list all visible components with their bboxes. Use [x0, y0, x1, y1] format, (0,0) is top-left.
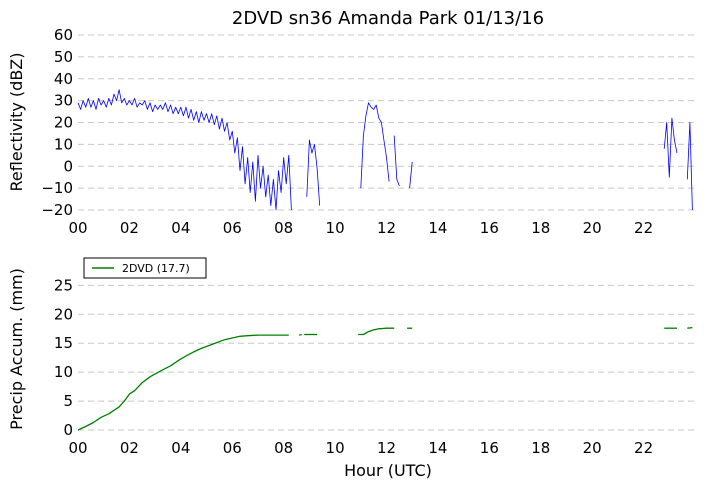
- precip-x-tick-label: 02: [120, 439, 139, 457]
- precip-y-tick-label: 10: [54, 363, 73, 381]
- precip-x-tick-label: 00: [68, 439, 87, 457]
- precip-y-tick-label: 15: [54, 334, 73, 352]
- precip-series-line: [358, 327, 395, 336]
- reflectivity-y-tick-label: 0: [63, 157, 73, 175]
- reflectivity-series-line: [663, 117, 678, 178]
- reflectivity-x-tick-label: 10: [326, 219, 345, 237]
- precip-x-tick-label: 12: [377, 439, 396, 457]
- legend-label: 2DVD (17.7): [122, 262, 190, 275]
- reflectivity-x-tick-label: 04: [171, 219, 190, 237]
- precip-x-tick-label: 20: [583, 439, 602, 457]
- reflectivity-y-tick-label: 50: [54, 48, 73, 66]
- precip-y-axis-label: Precip Accum. (mm): [7, 268, 26, 430]
- precip-x-tick-label: 18: [531, 439, 550, 457]
- x-axis-label: Hour (UTC): [344, 461, 432, 480]
- reflectivity-x-tick-label: 20: [583, 219, 602, 237]
- reflectivity-x-tick-label: 08: [274, 219, 293, 237]
- precip-y-tick-label: 5: [63, 392, 73, 410]
- reflectivity-y-axis-label: Reflectivity (dBZ): [7, 53, 26, 192]
- precip-series-line: [687, 326, 693, 329]
- reflectivity-series-line: [686, 122, 693, 211]
- reflectivity-x-tick-label: 16: [480, 219, 499, 237]
- reflectivity-x-tick-label: 12: [377, 219, 396, 237]
- reflectivity-series-line: [77, 89, 292, 211]
- reflectivity-y-tick-label: 40: [54, 70, 73, 88]
- reflectivity-series-line: [393, 135, 400, 187]
- reflectivity-y-tick-label: 10: [54, 135, 73, 153]
- reflectivity-x-tick-label: 18: [531, 219, 550, 237]
- reflectivity-x-tick-label: 14: [428, 219, 447, 237]
- reflectivity-y-tick-label: 30: [54, 92, 73, 110]
- precip-x-tick-label: 10: [326, 439, 345, 457]
- figure-title: 2DVD sn36 Amanda Park 01/13/16: [232, 8, 544, 29]
- reflectivity-y-tick-label: −10: [41, 179, 73, 197]
- precip-y-tick-label: 20: [54, 305, 73, 323]
- legend-box: [83, 257, 207, 279]
- reflectivity-series-line: [360, 102, 390, 189]
- precip-x-tick-label: 06: [223, 439, 242, 457]
- precip-accum-plot: 0 5 10 15 20 25 00 02 04 06 08 10 12 14 16 18 20 22 2DVD (…: [54, 257, 695, 457]
- reflectivity-y-tick-label: 20: [54, 114, 73, 132]
- reflectivity-x-tick-label: 06: [223, 219, 242, 237]
- reflectivity-plot: −20 −10 0 10 20 30 40 50 60 00 02 04 06 08 10 12 14 16 18 2…: [41, 26, 695, 237]
- reflectivity-series-line: [306, 139, 321, 206]
- reflectivity-x-tick-label: 22: [634, 219, 653, 237]
- precip-x-tick-label: 04: [171, 439, 190, 457]
- precip-y-tick-label: 25: [54, 276, 73, 294]
- reflectivity-y-tick-label: −20: [41, 201, 73, 219]
- precip-x-tick-label: 16: [480, 439, 499, 457]
- precip-x-tick-label: 08: [274, 439, 293, 457]
- reflectivity-y-tick-label: 60: [54, 26, 73, 44]
- reflectivity-x-tick-label: 00: [68, 219, 87, 237]
- precip-series-line: [298, 333, 302, 336]
- reflectivity-x-tick-label: 02: [120, 219, 139, 237]
- precip-series-line: [77, 334, 289, 431]
- reflectivity-series-line: [409, 161, 413, 189]
- precip-x-tick-label: 14: [428, 439, 447, 457]
- precip-x-tick-label: 22: [634, 439, 653, 457]
- precip-y-tick-label: 0: [63, 421, 73, 439]
